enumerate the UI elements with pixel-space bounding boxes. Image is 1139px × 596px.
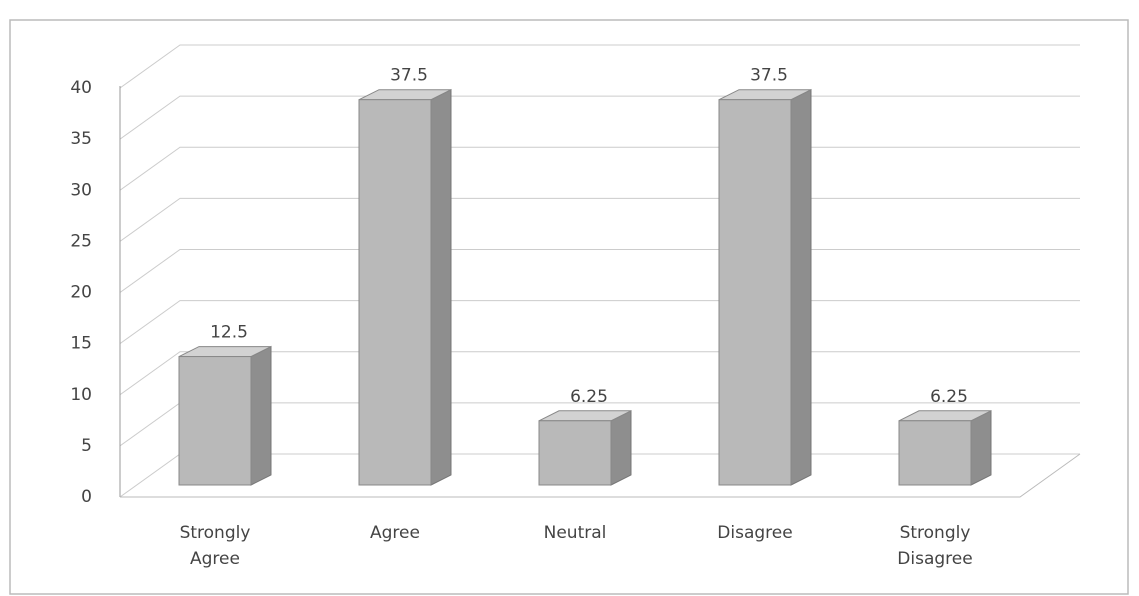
y-tick-label: 0	[81, 487, 92, 507]
y-tick-label: 30	[70, 180, 92, 200]
value-label: 6.25	[930, 387, 968, 407]
value-label: 37.5	[750, 66, 788, 86]
chart-border	[9, 19, 1129, 595]
bar-front	[718, 99, 792, 486]
grid-line	[119, 146, 1080, 191]
grid-line	[119, 249, 1080, 293]
value-label: 37.5	[390, 66, 428, 86]
y-tick-label: 40	[70, 78, 92, 98]
bar-side	[250, 345, 272, 486]
grid-line	[119, 95, 1080, 140]
bar-front	[898, 420, 972, 486]
x-tick-label: Strongly Disagree	[897, 523, 972, 569]
y-tick-label: 20	[70, 283, 92, 303]
y-tick-label: 35	[70, 129, 92, 149]
x-tick-label: Agree	[370, 523, 420, 543]
bar	[358, 88, 452, 486]
bar-front	[538, 420, 612, 486]
bar	[538, 409, 632, 486]
x-tick-label: Disagree	[717, 523, 792, 543]
bar	[898, 409, 992, 486]
grid-line	[119, 300, 1080, 345]
bar-side	[610, 409, 632, 486]
x-tick-label: Neutral	[544, 523, 607, 543]
grid-line	[119, 44, 1080, 89]
bar	[718, 88, 812, 486]
y-tick-label: 25	[70, 231, 92, 251]
y-tick-label: 15	[70, 334, 92, 354]
bar	[178, 345, 272, 486]
y-tick-label: 10	[70, 385, 92, 405]
x-tick-label: Strongly Agree	[180, 523, 251, 569]
floor-edge	[120, 453, 1081, 498]
bar-side	[430, 88, 452, 486]
grid-line	[119, 197, 1080, 242]
bar-front	[358, 99, 432, 486]
value-label: 12.5	[210, 323, 248, 343]
bar-front	[178, 356, 252, 486]
y-tick-label: 5	[81, 436, 92, 456]
bar-side	[790, 88, 812, 486]
value-label: 6.25	[570, 387, 608, 407]
bar-side	[970, 409, 992, 486]
